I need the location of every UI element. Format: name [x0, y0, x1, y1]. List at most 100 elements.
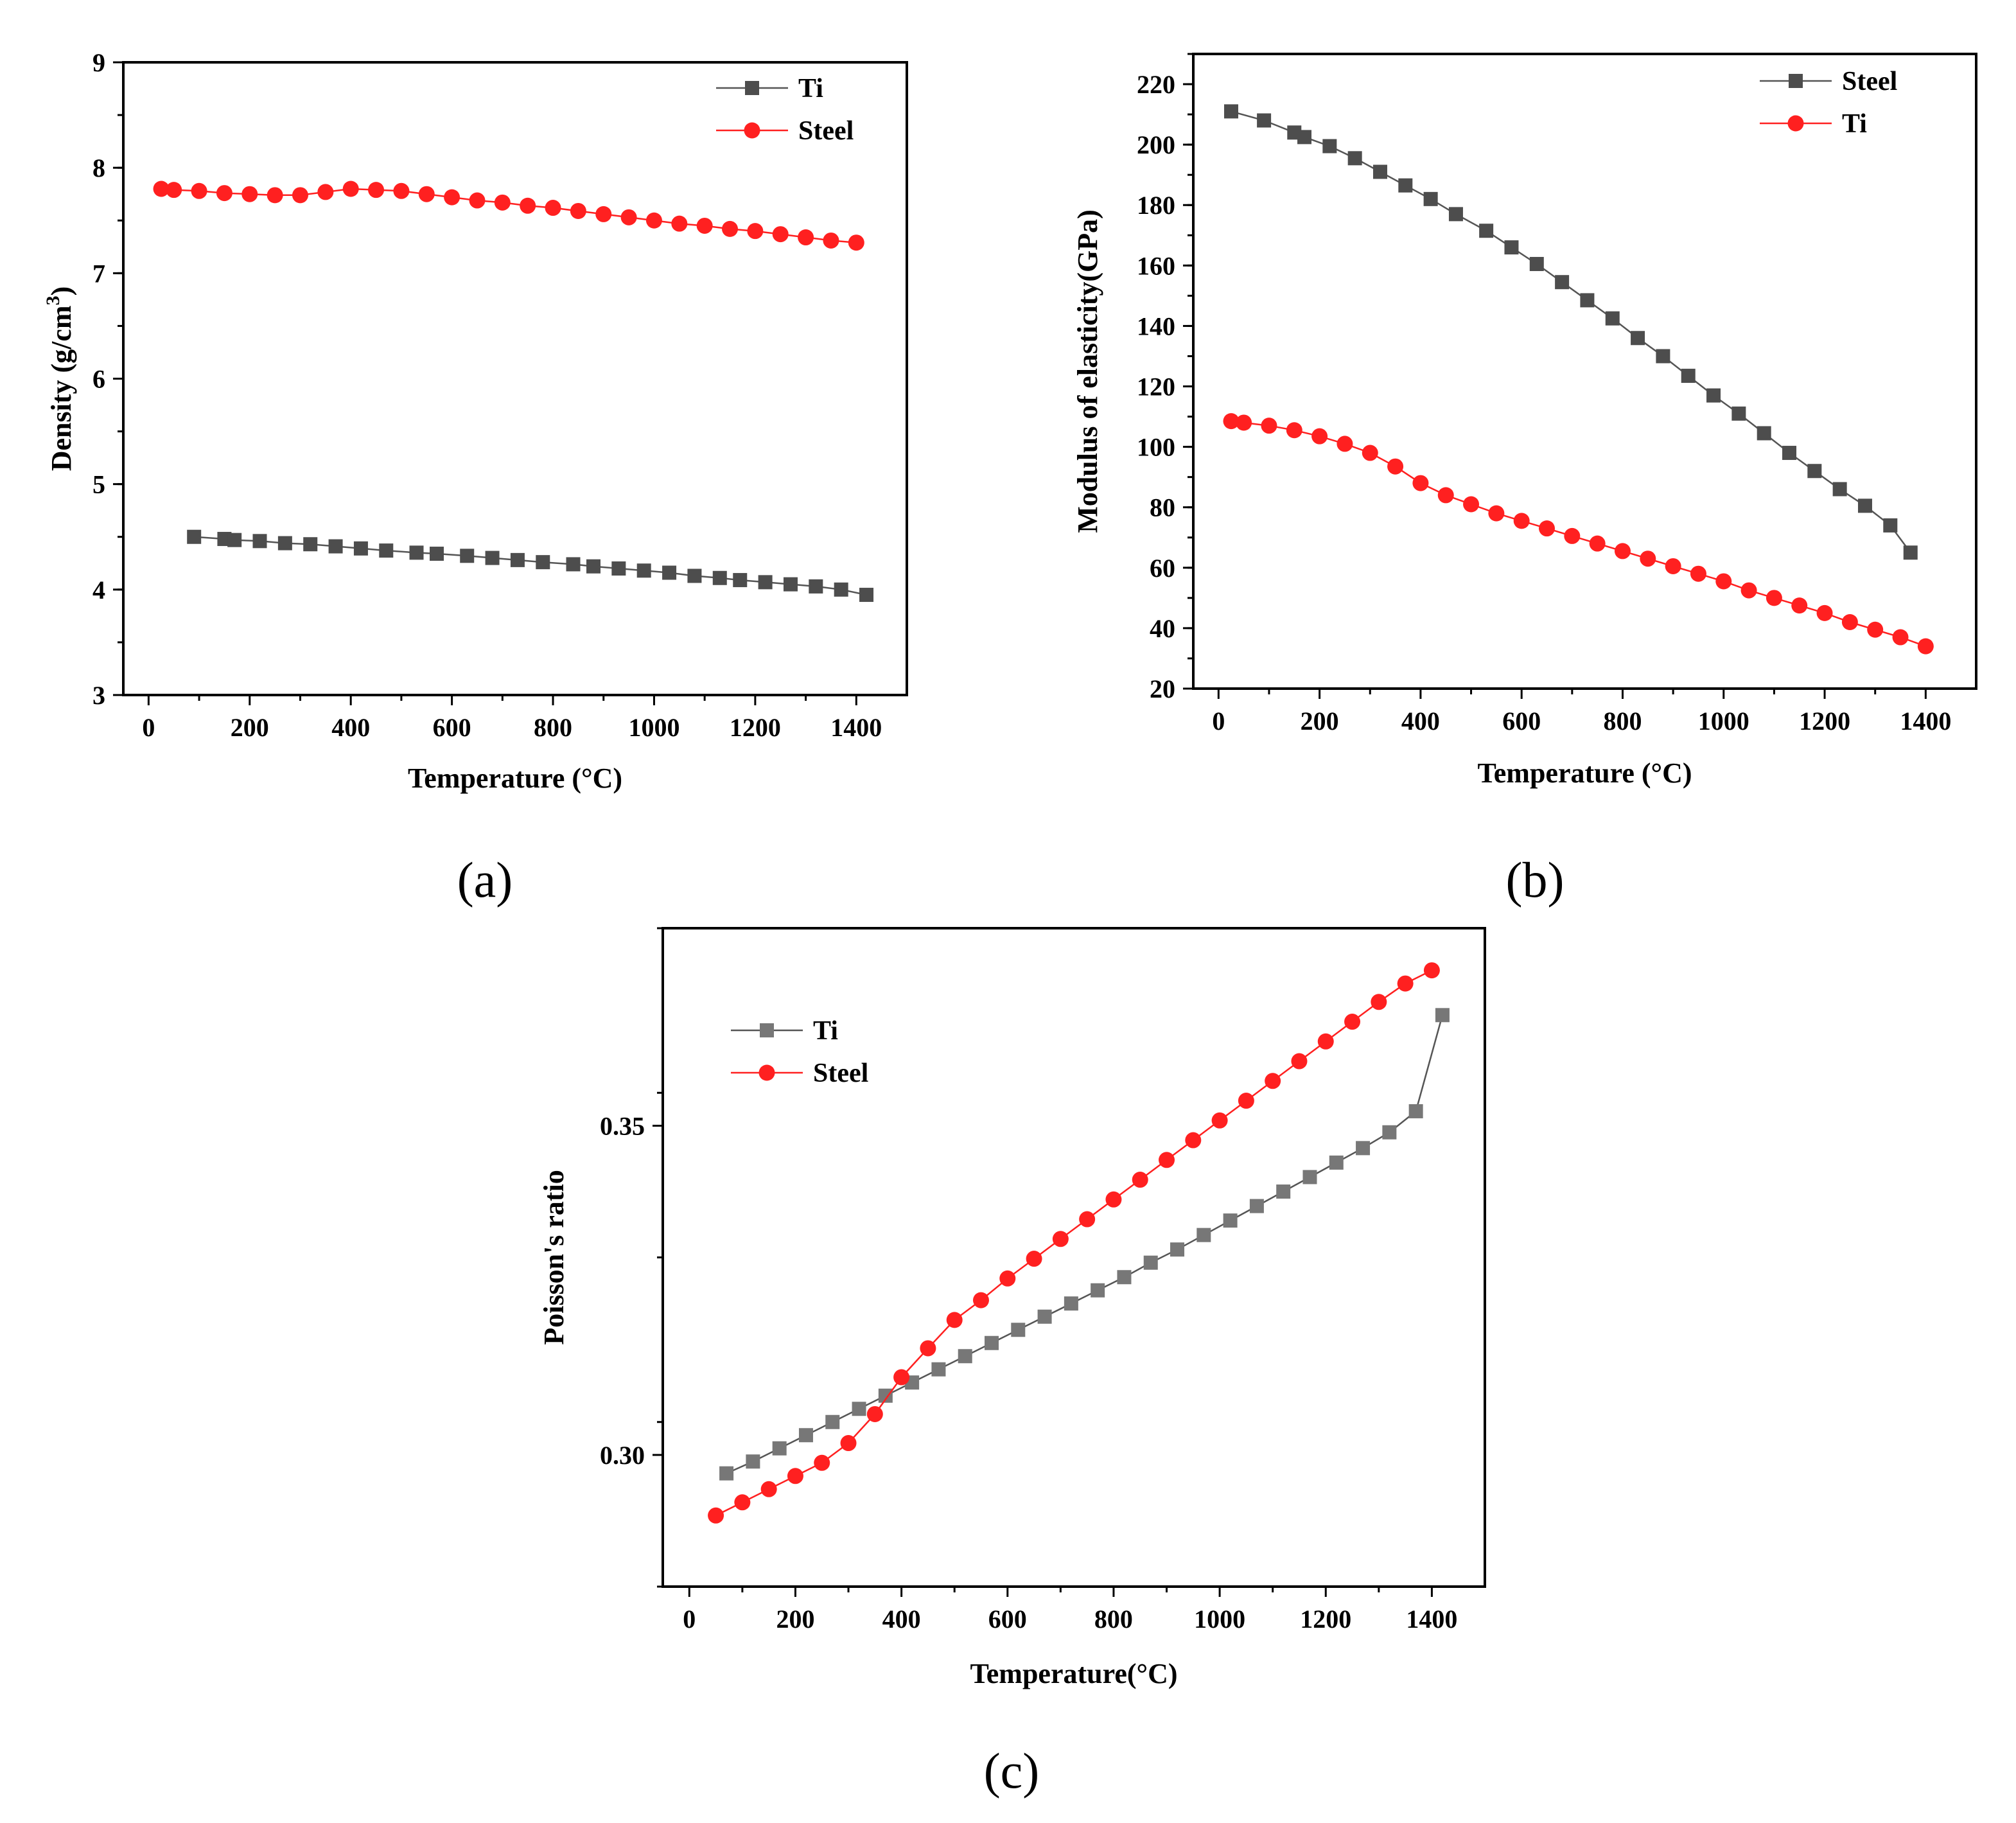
plot-frame	[662, 927, 1486, 1588]
data-point	[1408, 1104, 1423, 1118]
data-point	[536, 555, 550, 570]
data-point	[1539, 520, 1556, 537]
legend-label: Steel	[798, 116, 854, 146]
y-tick-label: 140	[1137, 312, 1175, 340]
x-tick-label: 0	[1212, 707, 1225, 735]
data-point	[1564, 527, 1581, 544]
data-point	[1423, 962, 1440, 979]
data-point	[1382, 1125, 1397, 1140]
data-point	[1706, 388, 1721, 403]
data-point	[153, 181, 170, 197]
data-point	[216, 185, 232, 202]
data-point	[1435, 1008, 1450, 1023]
data-point	[1917, 638, 1934, 655]
data-point	[1302, 1170, 1317, 1185]
legend-label: Ti	[1842, 109, 1867, 139]
data-point	[1037, 1309, 1052, 1324]
data-point	[494, 194, 511, 211]
data-point	[825, 1414, 840, 1429]
series-line	[726, 1014, 1444, 1474]
data-point	[611, 561, 626, 576]
x-tick-label: 800	[1094, 1605, 1133, 1634]
data-point	[1816, 604, 1833, 621]
data-point	[1397, 975, 1414, 992]
data-point	[1412, 475, 1429, 491]
series-ti	[1223, 413, 1934, 655]
y-axis-label: Modulus of elasticity(GPa)	[1072, 209, 1103, 533]
legend-marker	[758, 1064, 775, 1081]
plot-frame	[1192, 53, 1977, 690]
y-tick-label: 120	[1137, 373, 1175, 401]
data-point	[1614, 543, 1631, 559]
x-tick-label: 1200	[1799, 707, 1850, 735]
data-point	[368, 182, 385, 198]
data-point	[787, 1468, 803, 1484]
series-line	[1231, 110, 1911, 554]
data-point	[1631, 331, 1645, 346]
data-point	[1236, 414, 1252, 431]
data-point	[798, 1428, 813, 1443]
y-tick-label: 4	[92, 576, 105, 604]
data-point	[227, 533, 242, 547]
data-point	[1387, 458, 1404, 475]
y-tick-label: 200	[1137, 130, 1175, 159]
x-tick-label: 200	[231, 713, 269, 742]
y-tick-label: 5	[92, 470, 105, 499]
data-point	[1026, 1251, 1042, 1267]
data-point	[342, 181, 359, 197]
data-point	[1555, 275, 1570, 290]
x-tick-label: 1000	[1698, 707, 1749, 735]
x-tick-label: 800	[534, 713, 572, 742]
series-ti	[187, 529, 874, 603]
data-point	[1159, 1152, 1175, 1168]
legend-label: Ti	[813, 1016, 838, 1046]
data-point	[1513, 513, 1530, 529]
legend-marker	[1789, 74, 1803, 88]
data-point	[1185, 1132, 1202, 1149]
series-steel	[1223, 104, 1918, 560]
data-point	[1297, 130, 1312, 145]
data-point	[1841, 613, 1858, 630]
data-point	[834, 582, 848, 597]
x-axis-label: Temperature (°C)	[1477, 757, 1692, 789]
data-point	[747, 223, 764, 240]
data-point	[1011, 1323, 1026, 1337]
x-tick-label: 600	[988, 1605, 1027, 1634]
data-point	[1715, 573, 1732, 590]
data-point	[620, 209, 637, 225]
data-point	[840, 1435, 857, 1452]
y-tick-label: 8	[92, 154, 105, 182]
data-point	[859, 588, 874, 603]
data-point	[1347, 151, 1362, 166]
data-point	[1362, 445, 1378, 461]
data-point	[1488, 505, 1505, 522]
data-point	[1757, 426, 1771, 441]
data-point	[1223, 413, 1240, 430]
data-point	[920, 1340, 936, 1357]
data-point	[1437, 487, 1454, 504]
data-point	[1317, 1033, 1334, 1050]
data-point	[671, 215, 688, 232]
data-point	[708, 1507, 724, 1524]
panel-a-chart: 0 200 400 600 800 1000 1200 1400 3 4 5 6 7 8 9 Temperat…	[42, 48, 908, 794]
data-point	[460, 549, 475, 563]
data-point	[1311, 428, 1328, 445]
data-point	[277, 536, 292, 550]
data-point	[570, 202, 586, 219]
data-point	[1690, 565, 1706, 582]
y-axis-label: Density (g/cm3)	[42, 286, 77, 471]
data-point	[267, 187, 283, 204]
data-point	[1766, 590, 1782, 606]
x-tick-label: 400	[882, 1605, 921, 1634]
data-point	[469, 192, 486, 209]
x-tick-label: 800	[1603, 707, 1642, 735]
data-point	[191, 182, 207, 199]
data-point	[733, 573, 748, 588]
x-axis-label: Temperature(°C)	[970, 1658, 1177, 1689]
data-point	[848, 234, 864, 251]
legend-marker	[745, 81, 759, 95]
data-point	[696, 217, 713, 234]
x-tick-label: 400	[331, 713, 370, 742]
y-tick-label: 80	[1150, 493, 1175, 522]
